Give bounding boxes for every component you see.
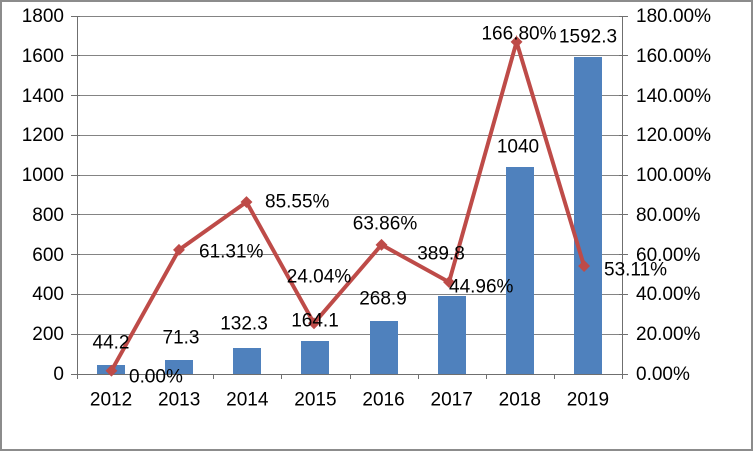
line-data-label: 53.11% [604, 259, 668, 281]
x-axis-tick [417, 374, 419, 379]
left-axis-tick-label: 1200 [21, 125, 64, 147]
bar-data-label: 44.2 [92, 332, 130, 354]
bar-data-label: 164.1 [291, 310, 339, 332]
right-axis-tick-label: 180.00% [636, 6, 712, 27]
left-axis-tick-label: 1400 [21, 85, 64, 107]
line-data-label: 44.96% [449, 276, 514, 298]
bar-data-label: 268.9 [359, 288, 407, 310]
right-axis-tick [619, 15, 628, 17]
bar-data-label: 71.3 [162, 327, 200, 349]
bar-data-label: 389.8 [417, 243, 465, 265]
category-label: 2016 [362, 389, 405, 411]
right-axis-tick [619, 95, 628, 97]
x-axis-tick [553, 374, 555, 379]
right-axis-line [622, 16, 623, 374]
right-axis-tick-label: 20.00% [636, 324, 701, 346]
right-axis-tick [619, 333, 628, 335]
left-axis-tick-label: 0 [53, 364, 64, 385]
right-axis-tick-label: 160.00% [636, 45, 712, 67]
right-axis-tick-label: 80.00% [636, 204, 701, 226]
x-axis-tick [485, 374, 487, 379]
line-data-label: 61.31% [199, 241, 264, 263]
x-axis-tick [281, 374, 283, 379]
left-axis-tick [71, 373, 80, 375]
right-axis-tick-label: 100.00% [636, 165, 712, 187]
right-axis-tick-label: 0.00% [636, 364, 690, 385]
x-axis-tick [349, 374, 351, 379]
right-axis-tick [619, 134, 628, 136]
left-axis-tick [71, 174, 80, 176]
category-label: 2019 [566, 389, 610, 411]
line-data-label: 85.55% [265, 191, 330, 213]
category-label: 2017 [430, 389, 473, 411]
left-axis-tick [71, 214, 80, 216]
right-axis-tick [619, 214, 628, 216]
x-axis-tick [213, 374, 215, 379]
category-label: 2014 [226, 389, 269, 411]
left-axis-tick [71, 333, 80, 335]
left-axis-tick [71, 15, 80, 17]
left-axis-line [77, 16, 78, 374]
left-axis-tick-label: 800 [32, 204, 64, 226]
grid-line [77, 15, 622, 17]
right-axis-tick [619, 373, 628, 375]
line-data-label: 0.00% [129, 366, 183, 388]
left-axis-tick [71, 95, 80, 97]
x-axis-tick [622, 374, 623, 379]
left-axis-tick-label: 1000 [21, 165, 64, 187]
line-data-label: 63.86% [352, 213, 418, 235]
left-axis-tick-label: 400 [32, 284, 64, 306]
right-axis-tick [619, 293, 628, 295]
line-data-label: 24.04% [286, 266, 352, 288]
right-axis-tick [619, 55, 628, 57]
left-axis-tick [71, 55, 80, 57]
left-axis-tick-label: 200 [32, 324, 64, 346]
right-axis-tick-label: 120.00% [636, 125, 712, 147]
category-label: 2015 [294, 389, 337, 411]
right-axis-tick-label: 140.00% [636, 85, 712, 107]
right-axis-tick [619, 174, 628, 176]
right-axis-tick-label: 60.00% [636, 244, 701, 266]
category-label: 2018 [498, 389, 541, 411]
bar-data-label: 132.3 [220, 313, 268, 335]
bar-data-label: 1040 [496, 136, 540, 158]
x-axis-tick [77, 374, 78, 379]
category-label: 2012 [89, 389, 133, 411]
bar-data-label: 1592.3 [558, 26, 618, 48]
left-axis-tick [71, 293, 80, 295]
left-axis-tick [71, 134, 80, 136]
left-axis-tick-label: 600 [32, 244, 64, 266]
right-axis-tick-label: 40.00% [636, 284, 701, 306]
category-label: 2013 [158, 389, 201, 411]
left-axis-tick-label: 1800 [21, 6, 64, 27]
left-axis-tick-label: 1600 [21, 45, 64, 67]
left-axis-tick [71, 254, 80, 256]
line-data-label: 166.80% [481, 23, 557, 45]
x-axis-tick [145, 374, 147, 379]
right-axis-tick [619, 254, 628, 256]
